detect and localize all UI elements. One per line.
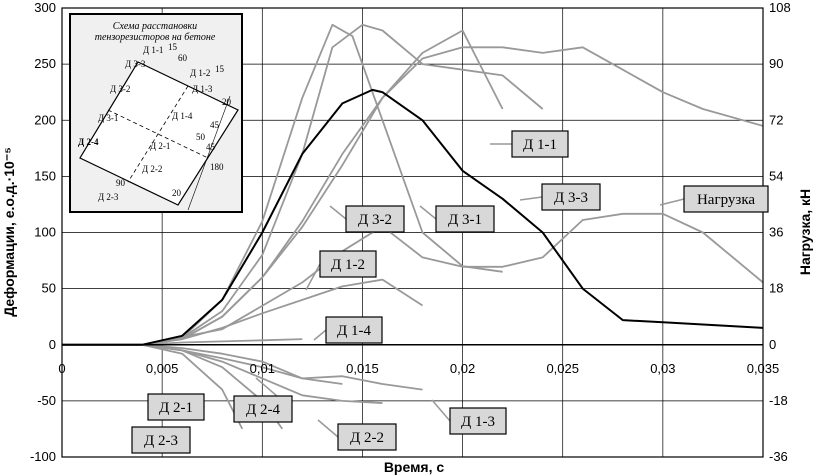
callout-label: Д 1-3: [461, 414, 495, 430]
inset-label-3: Д 1-2: [190, 68, 210, 78]
inset-dim-5: 45: [210, 120, 220, 130]
callout-box: [319, 250, 377, 278]
inset-diagram: Схема расстановки тензорезисторов на бет…: [69, 13, 243, 213]
inset-label-8: Д 2-4: [78, 137, 99, 147]
callout-box: [541, 183, 601, 211]
callout-label: Д 3-3: [554, 190, 588, 206]
inset-label-5: Д 3-2: [110, 84, 130, 94]
inset-dim-line: [187, 95, 231, 211]
inset-label-9: Д 2-1: [150, 141, 170, 151]
y2-tick-label: 0: [769, 337, 776, 352]
callout-box: [449, 407, 507, 435]
callout-label: Д 2-3: [144, 433, 178, 449]
callout-box: [325, 316, 383, 344]
callout-box: [337, 423, 397, 451]
inset-dim-1: 15: [168, 42, 178, 52]
inset-label-4: Д 1-3: [192, 84, 213, 94]
y-tick-label: 300: [34, 0, 56, 15]
callout-label: Нагрузка: [697, 192, 755, 208]
inset-label-1: Д 1-1: [143, 45, 163, 55]
callout-box: [131, 426, 191, 454]
callout-leader: [329, 205, 347, 220]
series-line-13: [62, 88, 764, 346]
callout-leader: [317, 419, 339, 438]
callout-label: Д 1-4: [337, 323, 371, 339]
callout-label: Д 3-1: [448, 212, 482, 228]
y2-tick-label: -36: [769, 449, 788, 464]
callout-labels: Д 1-1 Д 3-3 Нагрузка Д 3-2 Д 3-1 Д 1-2 Д 1-4 Д …: [131, 130, 769, 454]
y-tick-label: 150: [34, 168, 56, 183]
series-line-12: [62, 212, 764, 346]
inset-label-10: Д 2-2: [142, 164, 162, 174]
inset-dim-2: 60: [178, 53, 188, 63]
callout-leader: [305, 263, 321, 291]
y-tick-label: -50: [37, 393, 56, 408]
callout-box: [683, 185, 769, 213]
x-tick-label: 0,02: [450, 361, 475, 376]
inset-title-line2: тензорезисторов на бетоне: [95, 32, 216, 43]
inset-label-7: Д 1-4: [172, 111, 193, 121]
x-axis-title: Время, с: [384, 459, 445, 475]
callout-label: Д 2-2: [350, 430, 384, 446]
inset-label-2: Д 3-3: [125, 59, 146, 69]
y-tick-label: -100: [30, 449, 56, 464]
y-tick-label: 0: [49, 337, 56, 352]
callout-box: [435, 205, 495, 233]
callout-label: Д 1-1: [523, 137, 557, 153]
y-axis-title: Деформации, е.о.д.·10⁻⁵: [1, 147, 17, 317]
inset-label-11: Д 2-3: [98, 192, 119, 202]
callout-leader: [431, 399, 451, 422]
inset-dim-9: 20: [172, 188, 182, 198]
y2-tick-label: 36: [769, 225, 783, 240]
callout-leader: [313, 329, 327, 341]
callout-box: [233, 395, 293, 423]
x-tick-label: 0,005: [146, 361, 179, 376]
y2-tick-label: 108: [769, 0, 791, 15]
x-tick-label: 0,03: [650, 361, 675, 376]
inset-title-line1: Схема расстановки: [113, 21, 197, 32]
inset-label-6: Д 3-1: [98, 113, 118, 123]
y-tick-label: 200: [34, 112, 56, 127]
callout-label: Д 1-2: [331, 257, 365, 273]
inset-dim-6: 45: [206, 142, 216, 152]
callout-box: [511, 130, 569, 158]
callout-box: [345, 205, 405, 233]
inset-dim-8: 180: [210, 162, 224, 172]
y2-tick-label: 72: [769, 112, 783, 127]
callout-label: Д 3-2: [358, 212, 392, 228]
inset-specimen: [79, 61, 239, 206]
axes: [61, 7, 764, 458]
inset-axis-line: [107, 109, 209, 159]
series-line-11: [62, 46, 764, 346]
x-tick-label: 0,025: [546, 361, 579, 376]
y2-tick-label: 90: [769, 56, 783, 71]
y2-axis-title: Нагрузка, кН: [797, 189, 813, 275]
series-layer: [62, 23, 764, 430]
inset-axis-line-2: [127, 85, 189, 183]
callout-label: Д 2-1: [159, 400, 193, 416]
y2-tick-label: -18: [769, 393, 788, 408]
x-tick-label: 0,035: [747, 361, 780, 376]
x-tick-label: 0,01: [250, 361, 275, 376]
plot-frame: [61, 7, 764, 458]
x-tick-label: 0,015: [346, 361, 379, 376]
inset-dim-4: 20: [222, 97, 232, 107]
callout-box: [147, 393, 205, 421]
y2-tick-label: 18: [769, 281, 783, 296]
x-tick-label: 0: [58, 361, 65, 376]
y-tick-label: 250: [34, 56, 56, 71]
y-tick-label: 50: [42, 281, 56, 296]
callout-leader: [659, 198, 685, 206]
callout-leader: [519, 196, 543, 201]
y-tick-label: 100: [34, 225, 56, 240]
inset-dim-10: 90: [116, 178, 126, 188]
callout-label: Д 2-4: [246, 402, 280, 418]
inset-dim-3: 15: [215, 64, 225, 74]
inset-dim-7: 50: [196, 132, 206, 142]
y2-tick-label: 54: [769, 168, 783, 183]
callout-leader: [419, 205, 437, 220]
